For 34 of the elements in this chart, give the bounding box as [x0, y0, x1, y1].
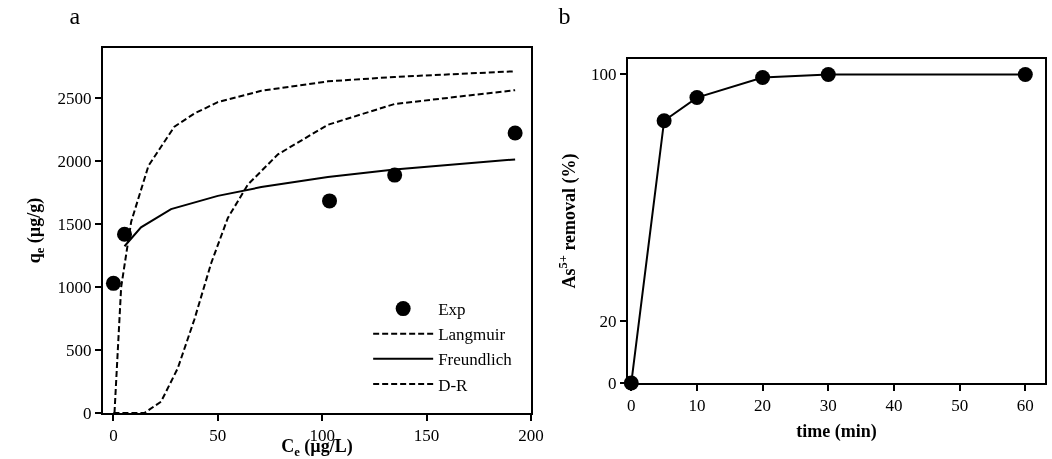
chart-title: b: [558, 2, 571, 29]
x-tick-label: 40: [885, 396, 903, 416]
y-tick-label: 500: [66, 341, 92, 361]
x-tick-label: 50: [209, 426, 227, 446]
x-tick-label: 150: [413, 426, 440, 446]
point: [507, 125, 523, 141]
x-axis-title: time (min): [796, 421, 877, 442]
y-tick-label: 20: [599, 312, 617, 332]
x-tick-label: 60: [1016, 396, 1034, 416]
y-tick-label: 1500: [57, 215, 92, 235]
legend-label: Freundlich: [438, 350, 513, 370]
x-tick-label: 0: [627, 396, 636, 416]
point: [820, 66, 836, 82]
point: [1017, 66, 1033, 82]
legend-label: Exp: [438, 300, 466, 320]
y-tick-label: 0: [608, 373, 617, 393]
x-tick-label: 50: [951, 396, 969, 416]
x-tick-label: 30: [819, 396, 837, 416]
y-tick-label: 1000: [57, 278, 92, 298]
y-tick-label: 2500: [57, 89, 92, 109]
point: [105, 275, 121, 291]
y-tick-label: 2000: [57, 152, 92, 172]
x-tick-label: 20: [754, 396, 772, 416]
legend-label: D-R: [438, 375, 469, 395]
point: [755, 70, 771, 85]
y-tick-label: 100: [591, 65, 617, 85]
point: [689, 90, 705, 106]
x-tick-label: 200: [518, 426, 544, 446]
x-tick-label: 0: [109, 426, 118, 446]
point: [322, 193, 338, 209]
point: [656, 113, 672, 129]
legend-label: Langmuir: [438, 325, 506, 345]
chart-title: a: [69, 2, 81, 29]
x-tick-label: 10: [688, 396, 706, 416]
